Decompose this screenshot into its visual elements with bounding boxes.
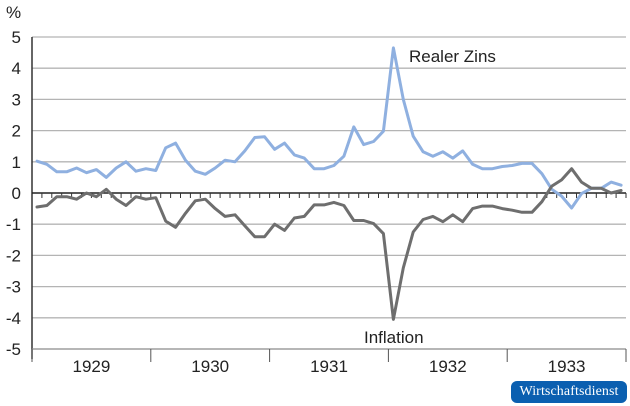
y-tick-label: -2 xyxy=(6,246,21,265)
inflation-label: Inflation xyxy=(364,328,424,347)
y-tick-label: 4 xyxy=(12,59,21,78)
y-tick-label: -4 xyxy=(6,309,21,328)
y-axis: 5 4 3 2 1 0 -1 -2 -3 -4 -5 xyxy=(6,28,33,359)
y-tick-label: 3 xyxy=(12,90,21,109)
y-tick-label: 1 xyxy=(12,153,21,172)
y-tick-label: 2 xyxy=(12,122,21,141)
year-label: 1932 xyxy=(429,357,467,376)
y-tick-label: -5 xyxy=(6,340,21,359)
y-tick-label: -1 xyxy=(6,215,21,234)
y-tick-label: -3 xyxy=(6,278,21,297)
realer-zins-label: Realer Zins xyxy=(409,47,496,66)
gridlines xyxy=(32,36,626,319)
year-label: 1930 xyxy=(191,357,229,376)
year-label: 1931 xyxy=(310,357,348,376)
inflation-line xyxy=(35,167,623,321)
year-label: 1933 xyxy=(548,357,586,376)
unit-label: % xyxy=(6,3,21,22)
y-tick-label: 5 xyxy=(12,28,21,47)
realer-zins-line xyxy=(35,46,623,210)
year-label: 1929 xyxy=(72,357,110,376)
wirtschaftsdienst-badge: Wirtschaftsdienst xyxy=(511,381,627,403)
x-axis: 1929 1930 1931 1932 1933 xyxy=(31,192,627,376)
y-tick-label: 0 xyxy=(12,184,21,203)
series-lines xyxy=(35,46,623,321)
